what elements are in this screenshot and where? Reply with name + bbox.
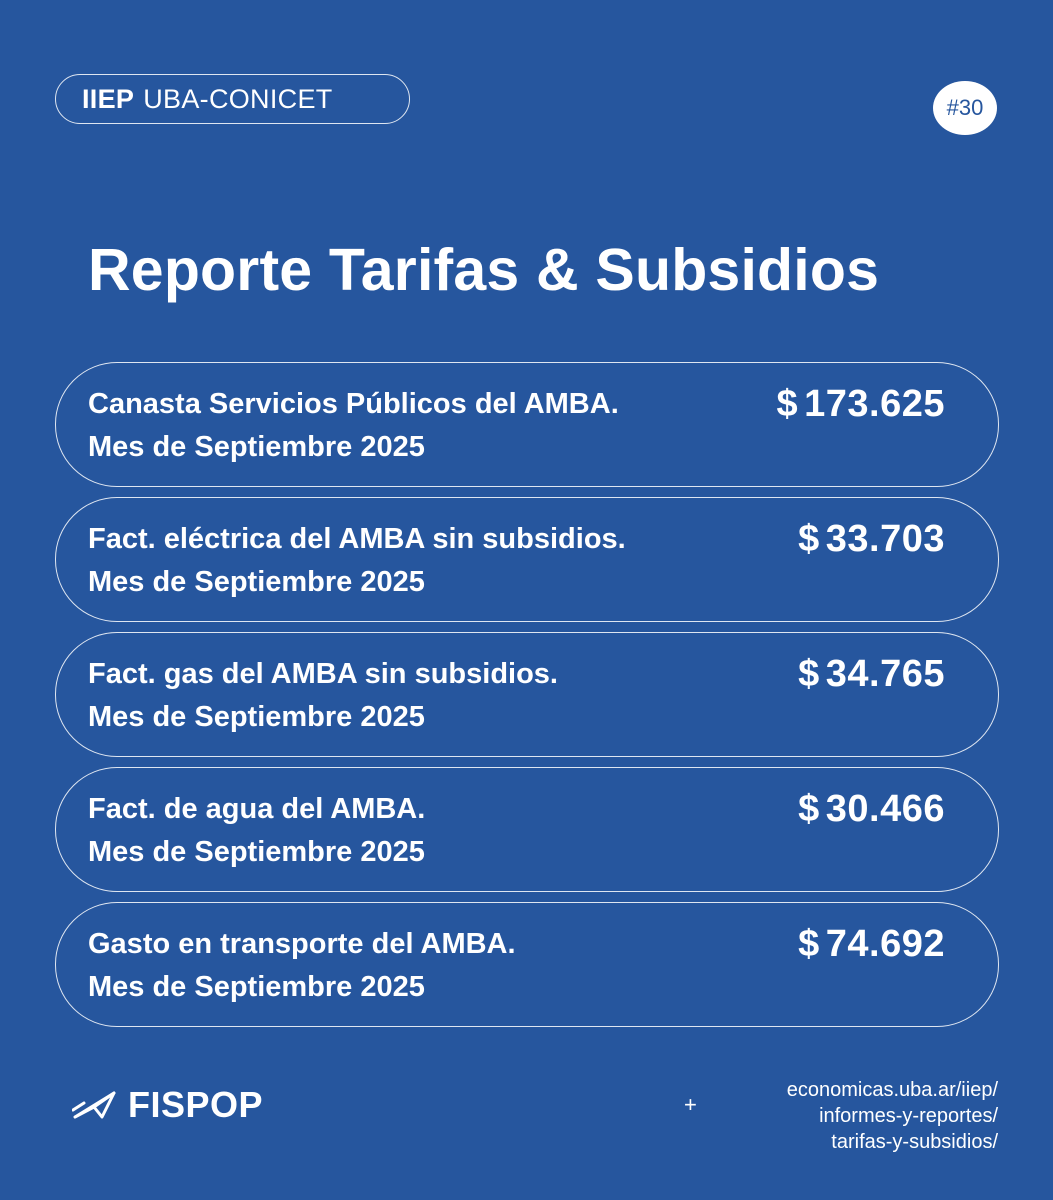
stat-label-line1: Fact. gas del AMBA sin subsidios. (88, 658, 558, 690)
stat-card-electricity: Fact. eléctrica del AMBA sin subsidios. … (55, 497, 999, 622)
stat-label: Fact. de agua del AMBA. Mes de Septiembr… (88, 788, 425, 874)
currency-symbol: $ (776, 383, 799, 425)
brand-logo: FISPOP (72, 1084, 263, 1126)
stat-amount: $74.692 (798, 923, 945, 966)
stat-label-line1: Canasta Servicios Públicos del AMBA. (88, 388, 619, 420)
stat-label: Fact. gas del AMBA sin subsidios. Mes de… (88, 653, 558, 739)
stat-amount: $34.765 (798, 653, 945, 696)
source-url[interactable]: economicas.uba.ar/iiep/ informes-y-repor… (787, 1077, 998, 1155)
page-title: Reporte Tarifas & Subsidios (88, 237, 880, 303)
stat-card-water: Fact. de agua del AMBA. Mes de Septiembr… (55, 767, 999, 892)
stat-card-transport: Gasto en transporte del AMBA. Mes de Sep… (55, 902, 999, 1027)
org-badge: IIEP UBA-CONICET (55, 74, 410, 124)
plus-sign: + (684, 1092, 697, 1117)
url-line-1[interactable]: economicas.uba.ar/iiep/ (786, 1079, 998, 1101)
stat-value: 33.703 (825, 518, 945, 560)
stat-amount: $30.466 (798, 788, 945, 831)
currency-symbol: $ (798, 923, 820, 965)
stat-label: Canasta Servicios Públicos del AMBA. Mes… (88, 383, 619, 469)
paper-plane-icon (72, 1091, 116, 1119)
stat-label-line2: Mes de Septiembre 2025 (88, 566, 425, 598)
stat-label-line2: Mes de Septiembre 2025 (88, 431, 425, 463)
stat-value: 173.625 (804, 383, 945, 425)
stat-value: 34.765 (825, 653, 945, 695)
issue-number-badge: #30 (933, 81, 997, 135)
stat-card-canasta: Canasta Servicios Públicos del AMBA. Mes… (55, 362, 999, 487)
currency-symbol: $ (798, 788, 820, 830)
stat-label: Fact. eléctrica del AMBA sin subsidios. … (88, 518, 626, 604)
stat-value: 74.692 (825, 923, 945, 965)
currency-symbol: $ (798, 653, 820, 695)
url-line-3[interactable]: tarifas-y-subsidios/ (831, 1131, 998, 1153)
stat-label-line2: Mes de Septiembre 2025 (88, 701, 425, 733)
stat-card-gas: Fact. gas del AMBA sin subsidios. Mes de… (55, 632, 999, 757)
currency-symbol: $ (798, 518, 820, 560)
stat-value: 30.466 (825, 788, 945, 830)
stat-label-line2: Mes de Septiembre 2025 (88, 836, 425, 868)
stat-label-line1: Fact. de agua del AMBA. (88, 793, 426, 825)
stat-label-line1: Gasto en transporte del AMBA. (88, 928, 516, 960)
brand-name: FISPOP (128, 1084, 264, 1125)
stat-label-line1: Fact. eléctrica del AMBA sin subsidios. (88, 523, 626, 555)
org-affiliation: UBA-CONICET (143, 83, 333, 114)
url-line-2[interactable]: informes-y-reportes/ (819, 1105, 998, 1127)
stat-amount: $173.625 (776, 383, 945, 426)
stat-label-line2: Mes de Septiembre 2025 (88, 971, 425, 1003)
stat-label: Gasto en transporte del AMBA. Mes de Sep… (88, 923, 516, 1009)
org-acronym: IIEP (82, 83, 135, 114)
stat-amount: $33.703 (798, 518, 945, 561)
